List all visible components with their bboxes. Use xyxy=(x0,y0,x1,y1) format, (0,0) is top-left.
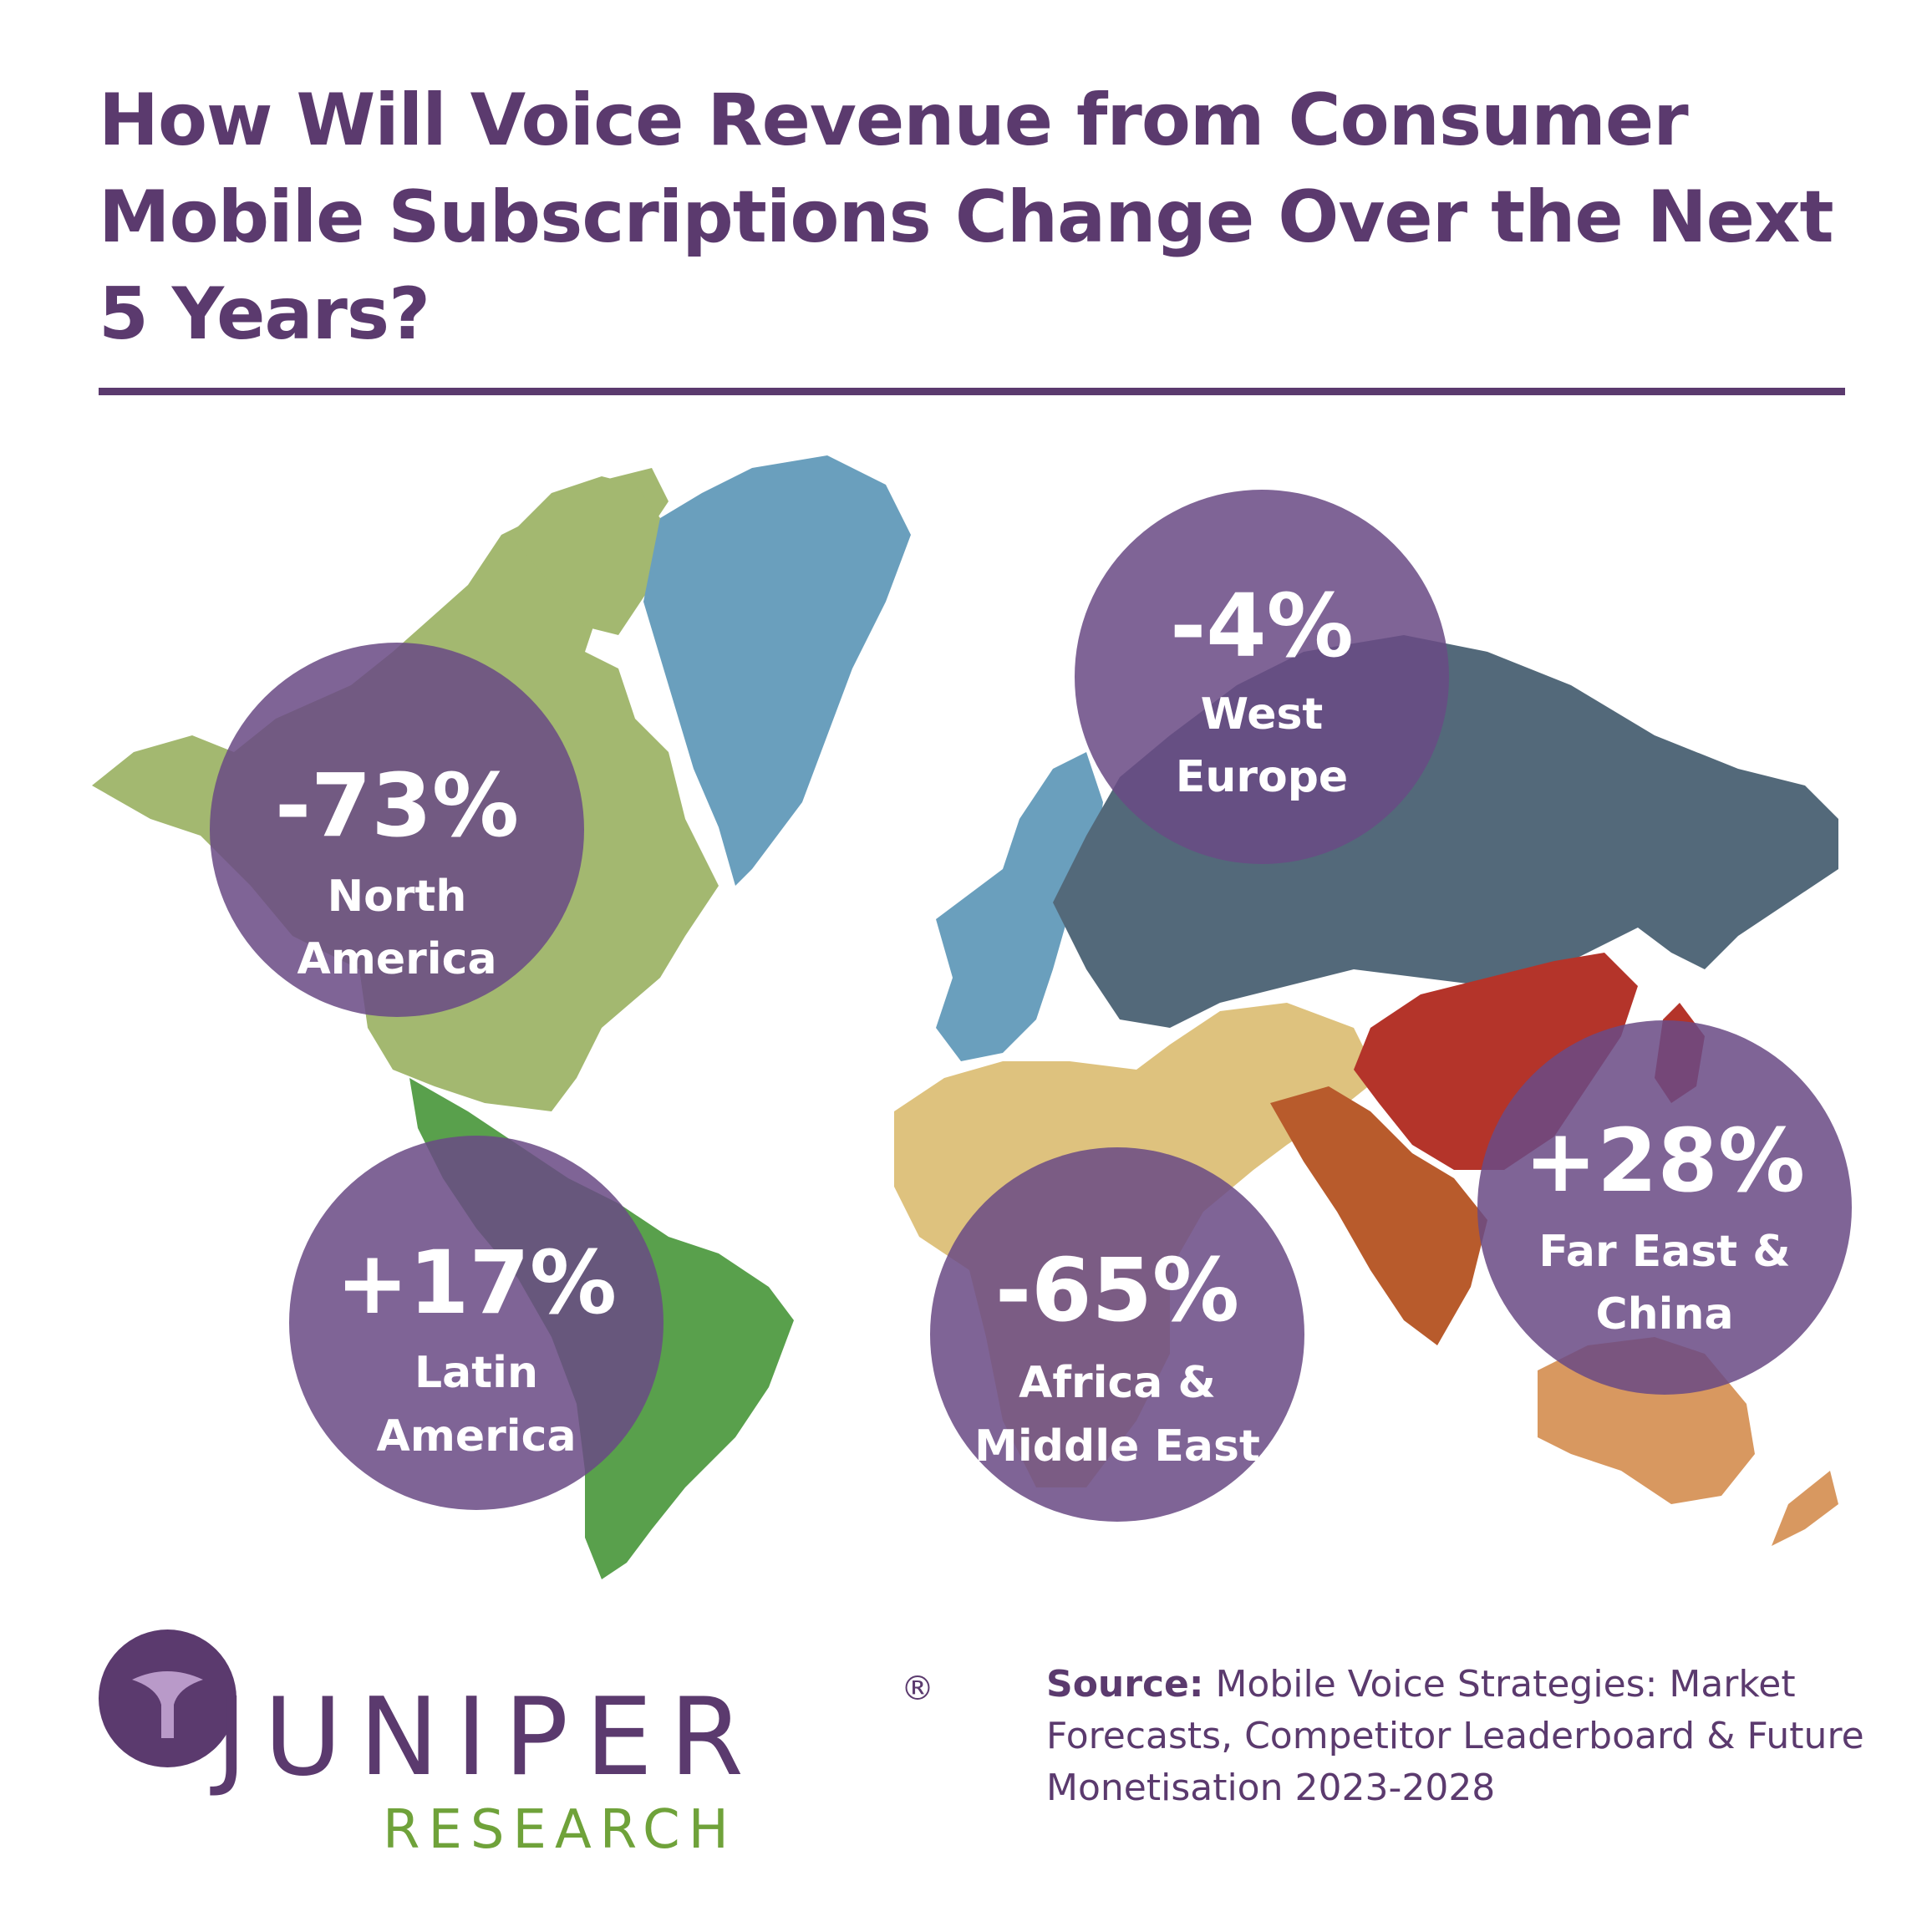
bubble-label-line2: America xyxy=(376,1411,576,1462)
region-north-america-arctic xyxy=(510,476,660,635)
juniper-emblem-icon xyxy=(99,1629,236,1767)
source-label: Source: xyxy=(1046,1663,1204,1706)
title-divider xyxy=(99,388,1845,395)
bubble-label-line1: Africa & xyxy=(1019,1358,1216,1408)
bubble-label-line2: Middle East xyxy=(974,1421,1260,1472)
bubble-value: -4% xyxy=(1170,575,1354,677)
bubble-label-line1: West xyxy=(1201,689,1324,740)
logo-subtitle: RESEARCH xyxy=(383,1799,737,1861)
bubble-north-america: -73% North America xyxy=(210,643,584,1017)
bubble-label-line2: America xyxy=(297,934,496,984)
bubble-far-east-china: +28% Far East & China xyxy=(1477,1020,1852,1395)
source-text: Mobile Voice Strategies: Market Forecast… xyxy=(1046,1663,1864,1809)
logo-wordmark: JUNIPER xyxy=(216,1675,760,1800)
region-west-europe xyxy=(936,752,1103,1061)
page-title: How Will Voice Revenue from Consumer Mob… xyxy=(99,79,1834,356)
region-greenland xyxy=(643,455,911,886)
bubble-africa-middle-east: -65% Africa & Middle East xyxy=(930,1147,1304,1522)
logo-registered-mark: ® xyxy=(901,1670,934,1708)
bubble-label-line1: Latin xyxy=(414,1348,538,1398)
bubble-label-line1: Far East & xyxy=(1538,1227,1790,1277)
bubble-label-line1: North xyxy=(328,872,467,922)
bubble-label-line2: China xyxy=(1595,1289,1733,1340)
region-south-asia xyxy=(1270,1086,1487,1345)
source-note: Source: Mobile Voice Strategies: Market … xyxy=(1046,1659,1882,1814)
bubble-value: +17% xyxy=(336,1232,617,1334)
bubble-value: +28% xyxy=(1524,1110,1805,1212)
bubble-value: -73% xyxy=(275,755,519,857)
bubble-west-europe: -4% West Europe xyxy=(1075,490,1449,864)
juniper-logo: JUNIPER ® RESEARCH xyxy=(99,1629,1018,1880)
bubble-label-line2: Europe xyxy=(1176,752,1348,802)
region-new-zealand xyxy=(1772,1471,1838,1546)
bubble-latin-america: +17% Latin America xyxy=(289,1136,663,1510)
bubble-value: -65% xyxy=(995,1239,1239,1341)
